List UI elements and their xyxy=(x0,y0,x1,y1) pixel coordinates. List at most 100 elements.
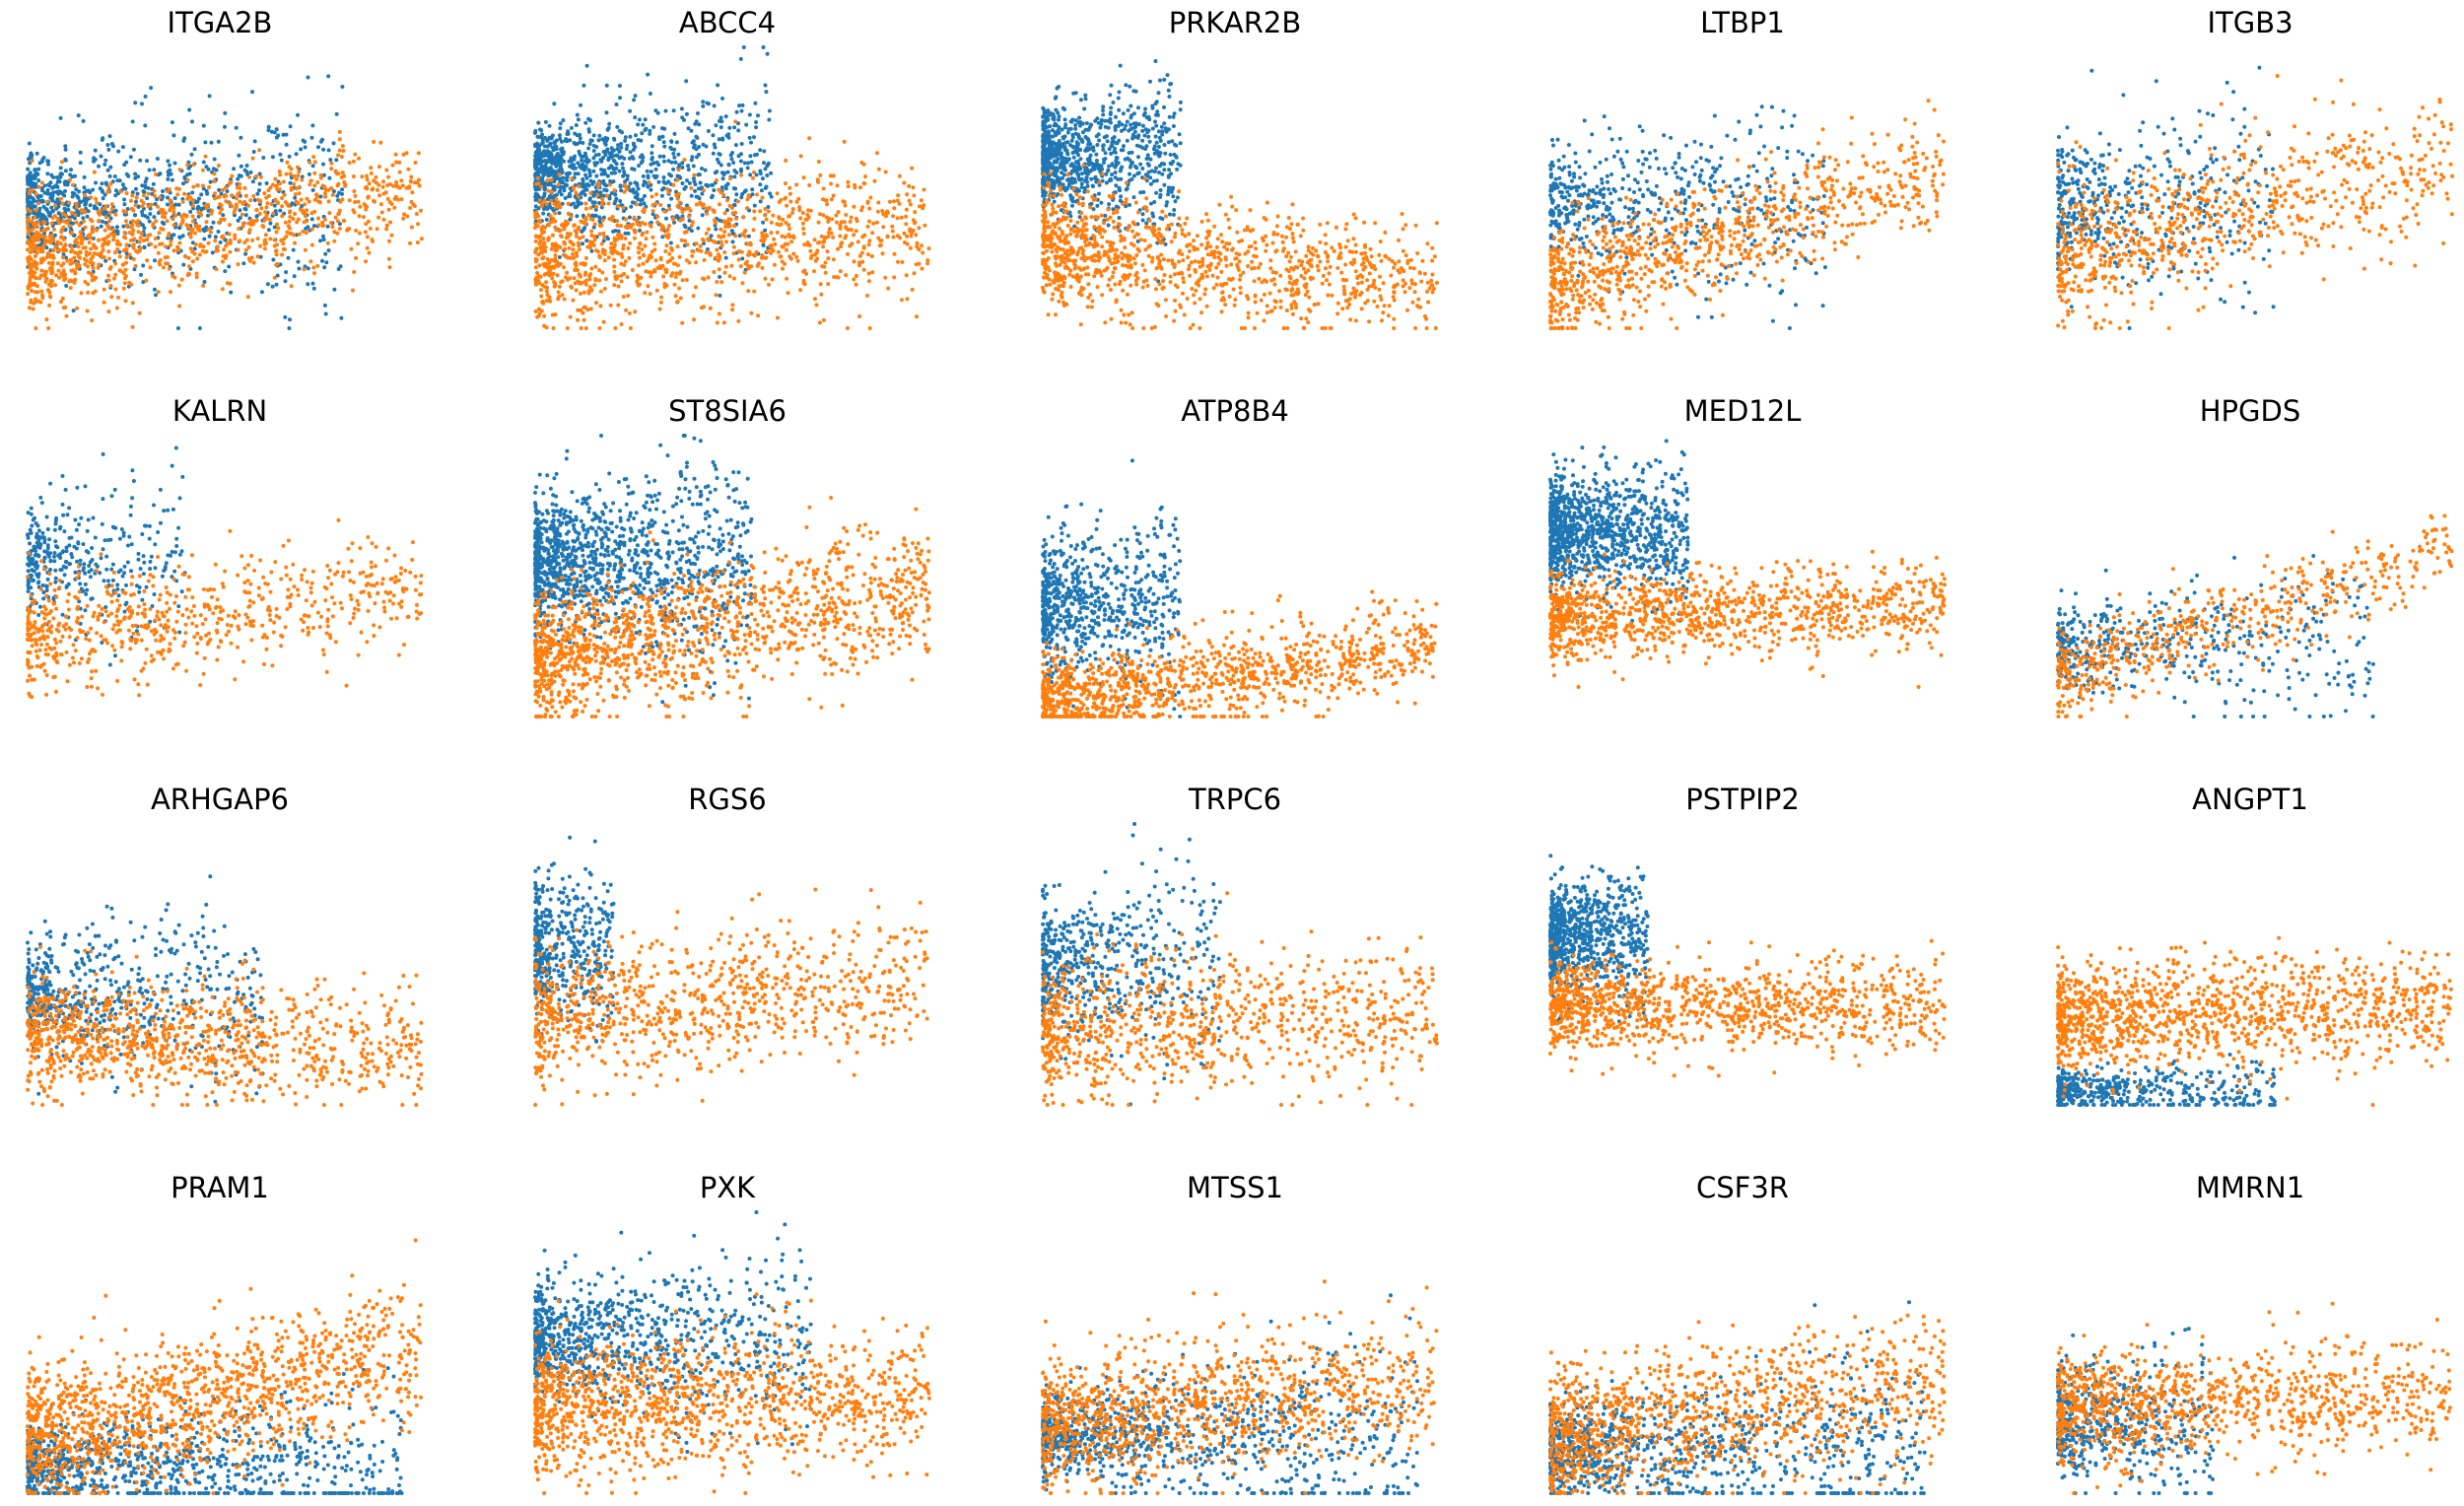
data-point xyxy=(618,96,622,101)
data-point xyxy=(650,144,654,149)
data-point xyxy=(1155,109,1160,114)
data-point xyxy=(194,275,199,280)
data-point xyxy=(340,171,345,175)
data-point xyxy=(739,169,743,173)
data-point xyxy=(50,262,54,267)
data-point xyxy=(849,228,854,233)
data-point xyxy=(183,254,187,259)
data-point xyxy=(154,219,159,224)
data-point xyxy=(42,215,47,220)
data-point xyxy=(101,136,105,141)
data-point xyxy=(1129,160,1134,165)
data-point xyxy=(134,220,139,225)
data-point xyxy=(719,115,723,120)
data-point xyxy=(682,230,687,235)
data-point xyxy=(697,145,702,149)
data-point xyxy=(751,228,756,233)
data-point xyxy=(763,185,768,190)
data-point xyxy=(579,326,583,330)
data-point xyxy=(1167,168,1172,172)
data-point xyxy=(73,270,78,275)
data-point xyxy=(917,226,922,231)
data-point xyxy=(376,187,380,192)
data-point xyxy=(33,168,37,172)
data-point xyxy=(1178,141,1183,146)
data-point xyxy=(878,239,883,243)
data-point xyxy=(554,192,559,197)
data-point xyxy=(78,161,83,166)
data-point xyxy=(91,254,96,259)
data-point xyxy=(892,251,897,256)
data-point xyxy=(650,203,655,207)
data-point xyxy=(883,170,888,174)
data-point xyxy=(733,186,738,191)
data-point xyxy=(153,202,158,206)
data-point xyxy=(204,203,209,208)
data-point xyxy=(60,201,65,206)
data-point xyxy=(648,223,652,228)
data-point xyxy=(94,205,99,210)
data-point xyxy=(769,231,774,236)
data-point xyxy=(821,244,826,249)
data-point xyxy=(151,224,156,229)
data-point xyxy=(1079,185,1084,189)
data-point xyxy=(709,234,714,239)
data-point xyxy=(848,219,853,224)
data-point xyxy=(775,191,780,196)
data-point xyxy=(612,269,617,274)
data-point xyxy=(871,221,876,226)
data-point xyxy=(756,113,760,118)
data-point xyxy=(657,307,662,311)
data-point xyxy=(637,250,642,255)
data-point xyxy=(1114,183,1119,188)
data-point xyxy=(533,150,538,155)
data-point xyxy=(553,256,558,261)
data-point xyxy=(107,219,112,224)
data-point xyxy=(145,159,149,164)
data-point xyxy=(323,311,328,316)
data-point xyxy=(551,148,556,153)
data-point xyxy=(861,244,866,249)
data-point xyxy=(866,252,870,257)
data-point xyxy=(597,326,602,330)
data-point xyxy=(625,143,630,148)
data-point xyxy=(763,276,768,281)
data-point xyxy=(232,167,237,171)
data-point xyxy=(723,255,728,260)
data-point xyxy=(1150,126,1155,131)
data-point xyxy=(39,186,44,190)
data-point xyxy=(1101,112,1106,117)
data-point xyxy=(365,235,370,240)
data-point xyxy=(548,159,553,164)
data-point xyxy=(1095,164,1100,169)
data-point xyxy=(586,127,591,132)
data-point xyxy=(587,277,592,282)
data-point xyxy=(171,133,176,138)
data-point xyxy=(635,222,640,227)
data-point xyxy=(683,207,688,212)
data-point xyxy=(583,120,588,125)
data-point xyxy=(197,229,202,233)
data-point xyxy=(61,261,66,266)
data-point xyxy=(610,150,615,155)
data-point xyxy=(846,184,851,189)
data-point xyxy=(738,264,743,269)
data-point xyxy=(543,119,548,124)
data-point xyxy=(671,167,676,171)
data-point xyxy=(748,154,753,159)
data-point xyxy=(830,217,835,222)
data-point xyxy=(191,203,195,208)
data-point xyxy=(1098,125,1103,130)
data-point xyxy=(364,259,369,264)
data-point xyxy=(577,243,582,248)
data-point xyxy=(1146,134,1151,139)
data-point xyxy=(388,220,392,225)
data-point xyxy=(80,209,85,214)
data-point xyxy=(766,209,771,214)
data-point xyxy=(284,142,289,147)
data-point xyxy=(794,199,799,204)
data-point xyxy=(166,159,171,164)
data-point xyxy=(599,168,603,171)
data-point xyxy=(540,175,545,180)
data-point xyxy=(118,189,123,194)
